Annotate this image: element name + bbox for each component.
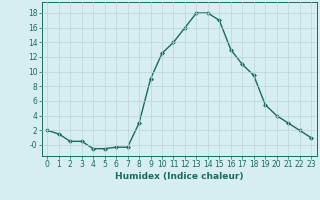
X-axis label: Humidex (Indice chaleur): Humidex (Indice chaleur) [115, 172, 244, 181]
